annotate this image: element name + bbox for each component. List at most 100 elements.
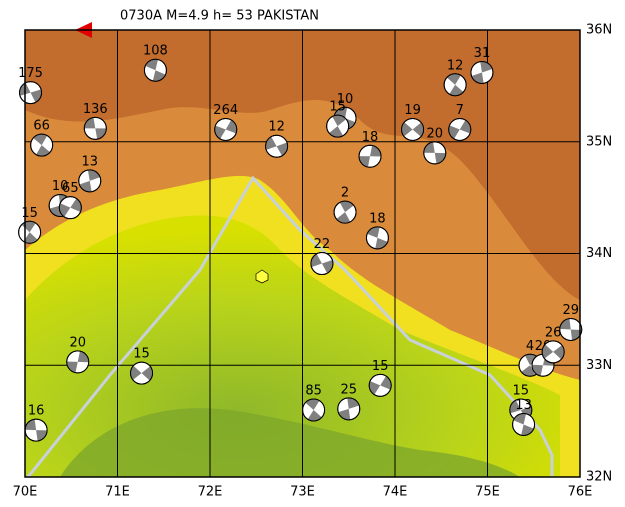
beachball-quadrant bbox=[141, 366, 153, 381]
beachball-outline bbox=[443, 73, 467, 97]
beachball-quadrant bbox=[79, 180, 92, 192]
beachball-outline bbox=[337, 397, 361, 421]
depth-label: 12 bbox=[268, 120, 285, 135]
depth-label: 10 bbox=[337, 92, 354, 107]
depth-label: 175 bbox=[18, 66, 43, 81]
depth-label: 19 bbox=[404, 103, 421, 118]
beachball-quadrant bbox=[49, 205, 62, 217]
depth-label: 25 bbox=[340, 382, 357, 397]
depth-label: 2 bbox=[341, 186, 349, 201]
beachball-outline bbox=[423, 141, 447, 165]
focal-mechanism bbox=[448, 117, 472, 141]
depth-label: 136 bbox=[83, 102, 108, 117]
x-tick-label: 72E bbox=[198, 485, 223, 500]
events: 1366613264121015181920123172218220151685… bbox=[18, 44, 583, 442]
beachball-quadrant bbox=[25, 419, 37, 431]
depth-label: 7 bbox=[456, 103, 464, 118]
beachball-quadrant bbox=[412, 122, 424, 137]
depth-label: 65 bbox=[62, 181, 79, 196]
focal-mechanism bbox=[24, 418, 48, 442]
beachball-quadrant bbox=[449, 84, 464, 96]
focal-mechanism bbox=[30, 133, 54, 157]
beachball-quadrant bbox=[87, 169, 101, 181]
focal-mechanism bbox=[559, 317, 583, 341]
beachball-quadrant bbox=[370, 145, 382, 157]
depth-label: 85 bbox=[305, 383, 322, 398]
beachball-quadrant bbox=[84, 117, 96, 129]
focal-mechanism bbox=[18, 220, 42, 244]
beachball-outline bbox=[333, 200, 357, 224]
beachball-quadrant bbox=[542, 344, 554, 359]
focal-mechanism bbox=[130, 361, 154, 385]
depth-label: 26 bbox=[545, 325, 562, 340]
depth-label: 20 bbox=[427, 126, 444, 141]
depth-label: 15 bbox=[133, 347, 150, 362]
beachball-quadrant bbox=[532, 364, 543, 376]
beachball-outline bbox=[143, 58, 167, 82]
beachball-outline bbox=[541, 340, 565, 364]
beachball-quadrant bbox=[36, 145, 51, 157]
y-tick-label: 32N bbox=[586, 470, 612, 485]
beachball-quadrant bbox=[339, 201, 354, 213]
depth-label: 29 bbox=[562, 303, 579, 318]
beachball-quadrant bbox=[95, 128, 107, 140]
depth-label: 22 bbox=[314, 237, 331, 252]
depth-label: 264 bbox=[213, 103, 238, 118]
beachball-outline bbox=[302, 398, 326, 422]
beachball-quadrant bbox=[423, 142, 435, 153]
beachball-outline bbox=[214, 117, 238, 141]
focal-mechanism bbox=[337, 397, 361, 421]
beachball-outline bbox=[66, 350, 90, 374]
beachball-quadrant bbox=[559, 318, 571, 330]
beachball-outline bbox=[368, 373, 392, 397]
beachball-quadrant bbox=[553, 345, 565, 360]
beachball-quadrant bbox=[347, 397, 360, 409]
beachball-outline bbox=[365, 226, 389, 250]
focal-mechanism bbox=[368, 373, 392, 397]
beachball-outline bbox=[265, 134, 289, 158]
beachball-quadrant bbox=[33, 134, 48, 146]
focal-mechanism bbox=[512, 412, 536, 436]
beachball-quadrant bbox=[369, 381, 381, 395]
focal-mechanism bbox=[58, 196, 82, 220]
depth-label: 18 bbox=[362, 130, 379, 145]
frame bbox=[24, 29, 581, 478]
beachball-outline bbox=[559, 317, 583, 341]
beachball-quadrant bbox=[509, 400, 521, 414]
depth-label: 16 bbox=[28, 404, 45, 419]
beachball-quadrant bbox=[459, 120, 471, 134]
depth-label: 108 bbox=[143, 44, 168, 59]
beachball-quadrant bbox=[336, 212, 351, 224]
focal-mechanism bbox=[401, 117, 425, 141]
x-tick-label: 75E bbox=[475, 485, 500, 500]
focal-mechanism bbox=[265, 134, 289, 158]
beachball-outline bbox=[18, 220, 42, 244]
depth-label: 66 bbox=[33, 119, 50, 134]
beachball-outline bbox=[512, 412, 536, 436]
beachball-quadrant bbox=[307, 409, 322, 421]
depth-label: 13 bbox=[515, 398, 532, 413]
beachball-quadrant bbox=[225, 119, 237, 134]
beachball-outline bbox=[310, 252, 334, 276]
depth-label: 15 bbox=[372, 359, 389, 374]
beachball-quadrant bbox=[448, 125, 460, 139]
beachball-quadrant bbox=[310, 253, 322, 268]
beachball-outline bbox=[130, 361, 154, 385]
depth-label: 18 bbox=[369, 211, 386, 226]
focal-mechanism bbox=[78, 169, 102, 193]
beachball-quadrant bbox=[446, 73, 461, 85]
beachball-quadrant bbox=[480, 61, 493, 73]
beachball-outline bbox=[448, 117, 472, 141]
beachball-quadrant bbox=[265, 136, 277, 150]
focal-mechanism bbox=[541, 340, 565, 364]
focal-mechanism bbox=[423, 141, 447, 165]
x-tick-label: 70E bbox=[13, 485, 38, 500]
focal-mechanism bbox=[333, 200, 357, 224]
beachball-quadrant bbox=[77, 351, 89, 363]
focal-mechanism bbox=[302, 398, 326, 422]
beachball-quadrant bbox=[332, 115, 347, 127]
beachball-quadrant bbox=[570, 329, 582, 341]
beachball-outline bbox=[326, 114, 350, 138]
y-tick-label: 34N bbox=[586, 246, 612, 261]
